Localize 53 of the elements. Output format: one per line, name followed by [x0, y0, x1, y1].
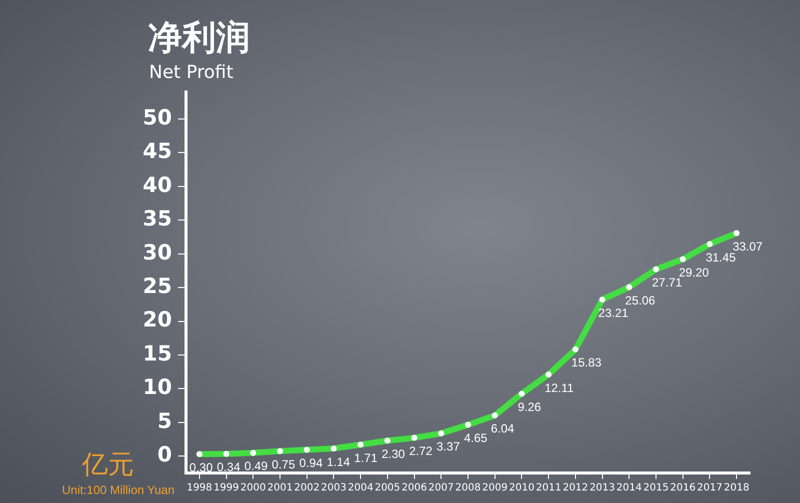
x-tick-label: 1999	[214, 482, 240, 494]
x-tick-label: 1998	[186, 482, 212, 494]
x-tick-label: 2000	[240, 482, 266, 494]
chart-subtitle: Net Profit	[149, 62, 234, 84]
y-tick-label: 10	[142, 375, 172, 400]
data-label: 0.94	[299, 456, 323, 470]
x-tick-label: 2018	[724, 482, 750, 494]
data-label: 6.04	[490, 422, 515, 436]
x-tick-label: 2017	[696, 482, 722, 494]
x-tick-label: 2009	[482, 482, 508, 494]
x-tick-label: 2014	[616, 482, 642, 494]
data-label: 23.21	[598, 306, 629, 320]
data-label: 9.26	[518, 400, 542, 414]
y-tick-label: 35	[142, 206, 172, 231]
y-tick-label: 30	[142, 240, 172, 264]
data-label: 2.30	[382, 446, 406, 461]
x-tick-label: 2003	[320, 482, 346, 494]
data-label: 0.49	[244, 459, 268, 474]
x-tick-label: 2010	[508, 482, 534, 494]
data-label: 0.75	[272, 457, 296, 472]
y-tick-label: 20	[142, 308, 172, 332]
y-tick-label: 15	[142, 341, 172, 366]
x-tick-label: 2005	[374, 482, 400, 494]
x-tick-label: 2007	[428, 482, 454, 494]
x-tick-label: 2006	[402, 482, 428, 494]
x-tick-label: 2012	[562, 482, 588, 494]
x-tick-label: 2013	[590, 482, 616, 494]
data-label: 0.30	[189, 460, 214, 474]
x-tick-label: 2004	[348, 482, 374, 494]
data-label: 0.34	[216, 460, 241, 474]
y-tick-label: 45	[142, 139, 172, 164]
x-tick-label: 2002	[294, 482, 320, 494]
chart-title: 净利润	[148, 18, 250, 58]
y-axis-title: 亿元	[82, 450, 134, 480]
data-label: 3.37	[436, 440, 460, 454]
data-label: 12.11	[544, 380, 574, 395]
x-tick-label: 2008	[455, 482, 481, 494]
x-tick-label: 2015	[643, 482, 669, 494]
data-label: 1.14	[326, 454, 350, 469]
x-tick-label: 2016	[670, 482, 696, 494]
text: Unit:100 Million Yuan	[62, 482, 175, 498]
y-tick-label: 25	[142, 274, 172, 298]
data-label: 1.71	[354, 450, 378, 465]
x-tick-label: 2001	[267, 482, 293, 494]
data-label: 25.06	[625, 293, 656, 308]
data-label: 2.72	[409, 444, 433, 458]
y-tick-label: 0	[157, 442, 172, 467]
y-tick-label: 40	[142, 172, 172, 197]
y-tick-label: 50	[142, 105, 172, 130]
y-tick-label: 5	[157, 408, 172, 433]
data-label: 15.83	[571, 356, 602, 370]
x-tick-label: 2011	[536, 482, 562, 494]
data-label: 4.65	[464, 431, 488, 446]
